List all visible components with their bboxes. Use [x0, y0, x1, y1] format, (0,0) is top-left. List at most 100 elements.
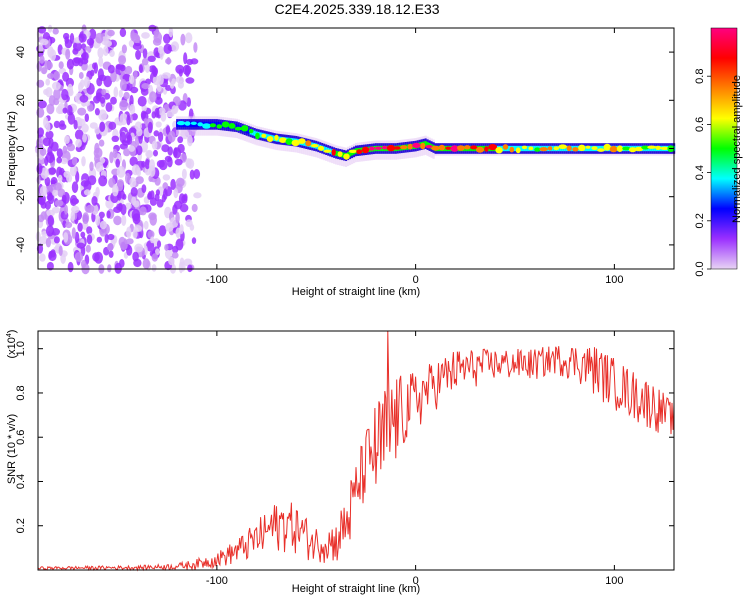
noise-blob — [94, 153, 100, 164]
ridge-peak — [216, 124, 223, 129]
noise-blob — [160, 111, 167, 122]
ridge-core — [349, 151, 352, 157]
noise-blob — [132, 42, 142, 51]
ridge-peak — [502, 144, 509, 150]
noise-blob — [67, 88, 74, 97]
ridge-core — [247, 128, 250, 134]
noise-blob — [44, 61, 53, 70]
noise-blob — [47, 192, 55, 205]
noise-blob — [119, 28, 127, 38]
noise-blob — [39, 55, 45, 64]
noise-blob — [113, 206, 122, 213]
noise-blob — [144, 63, 150, 73]
ridge-peak — [585, 145, 591, 149]
colorbar-tick-label: 0.0 — [694, 261, 706, 276]
noise-blob — [71, 156, 78, 166]
ridge-peak — [603, 143, 611, 151]
noise-blob — [120, 204, 127, 216]
ridge-peak — [278, 137, 287, 143]
noise-blob — [132, 34, 141, 43]
noise-blob — [40, 167, 49, 179]
ridge-core — [335, 150, 338, 156]
ridge-peak — [660, 146, 669, 150]
noise-blob — [166, 57, 171, 65]
noise-blob — [161, 72, 171, 79]
ridge-peak — [464, 145, 471, 150]
ridge-peak — [248, 129, 254, 134]
ridge-peak — [438, 144, 445, 151]
noise-blob — [42, 137, 51, 147]
noise-blob — [98, 211, 105, 219]
noise-blob — [188, 108, 194, 119]
noise-blob — [163, 43, 172, 54]
noise-blob — [103, 75, 113, 88]
noise-blob — [133, 225, 142, 232]
noise-blob — [168, 256, 175, 266]
noise-blob — [109, 151, 114, 164]
spectrogram-y-label: Frequency (Hz) — [6, 111, 18, 187]
y-tick-label: 0.6 — [15, 430, 27, 445]
noise-blob — [60, 253, 66, 264]
ridge-peak — [209, 123, 216, 128]
y-tick-label: 1.0 — [15, 341, 27, 356]
noise-blob — [80, 231, 86, 238]
ridge-peak — [641, 145, 650, 150]
noise-blob — [193, 192, 202, 199]
noise-blob — [95, 161, 104, 173]
noise-blob — [157, 45, 164, 55]
noise-blob — [174, 200, 183, 210]
noise-blob — [123, 148, 131, 157]
noise-blob — [45, 225, 55, 237]
noise-blob — [147, 230, 155, 239]
noise-blob — [99, 121, 106, 132]
ridge-peak — [539, 147, 548, 152]
noise-blob — [180, 33, 186, 46]
noise-blob — [94, 108, 100, 116]
spectrogram-x-label: Height of straight line (km) — [292, 286, 420, 298]
noise-blob — [76, 242, 85, 249]
noise-blob — [62, 145, 68, 154]
noise-blob — [132, 251, 139, 262]
ridge-core — [253, 130, 256, 136]
ridge-core — [323, 146, 326, 152]
noise-blob — [107, 29, 115, 37]
colorbar-gradient — [710, 27, 738, 270]
ridge-peak — [337, 151, 343, 157]
noise-blob — [119, 241, 128, 251]
ridge-peak — [578, 144, 586, 151]
noise-blob — [47, 24, 53, 33]
ridge-core — [215, 121, 219, 128]
noise-blob — [93, 95, 101, 104]
noise-blob — [137, 96, 147, 107]
noise-blob — [46, 122, 51, 133]
noise-blob — [78, 33, 87, 43]
ridge-core — [317, 144, 320, 150]
ridge-core — [190, 121, 193, 128]
noise-blob — [62, 107, 68, 114]
noise-blob — [126, 134, 133, 145]
y-tick-label: -40 — [15, 237, 27, 253]
noise-blob — [94, 251, 103, 264]
noise-blob — [143, 220, 149, 230]
ridge-peak — [425, 144, 433, 149]
ridge-core — [508, 145, 511, 152]
ridge-peak — [197, 122, 203, 127]
noise-blob — [38, 236, 48, 245]
ridge-core — [551, 145, 554, 152]
noise-blob — [95, 186, 100, 197]
noise-blob — [46, 209, 55, 217]
ridge-peak — [393, 146, 401, 150]
ridge-peak — [509, 146, 515, 153]
ridge-peak — [470, 145, 478, 150]
ridge-core — [514, 145, 517, 152]
noise-blob — [151, 264, 157, 272]
noise-blob — [128, 145, 135, 152]
noise-blob — [71, 181, 79, 193]
noise-blob — [147, 192, 152, 200]
noise-blob — [112, 148, 118, 159]
noise-blob — [141, 57, 149, 66]
snr-background — [38, 331, 674, 570]
noise-blob — [64, 204, 68, 215]
ridge-core — [303, 140, 306, 146]
